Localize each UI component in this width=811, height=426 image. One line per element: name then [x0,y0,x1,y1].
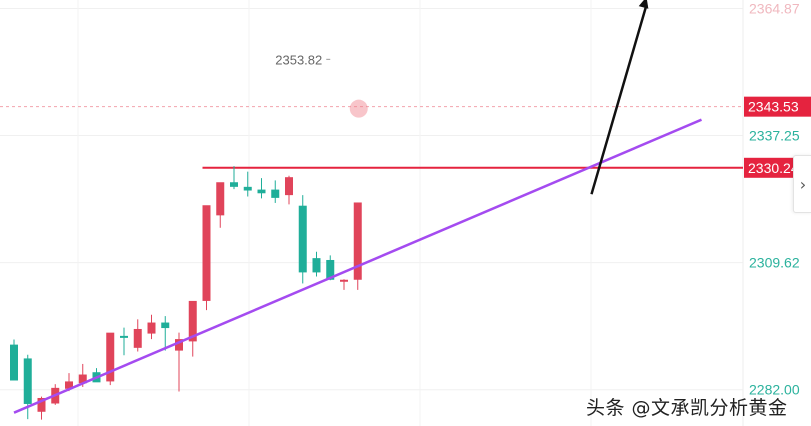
candle-body [257,189,266,194]
bearish-candle [257,178,266,199]
candle-body [312,258,321,273]
support-trendline [13,118,702,414]
candle-body [285,177,293,196]
candle-body [161,322,170,329]
axis-tick-label: 2364.87 [749,0,800,16]
drawings [13,0,702,414]
candle-body [133,328,142,348]
price-tag-bg [744,96,811,117]
candle-body [202,205,211,301]
bullish-candle [188,300,197,357]
candle-body [188,300,197,342]
bearish-candle [10,339,18,381]
candle-body [175,339,183,351]
candle-body [120,335,128,338]
candle-body [65,381,73,389]
axis-tick-label: 2337.25 [749,128,800,144]
bullish-candle [202,205,211,311]
price-tag-label: 2330.24 [748,160,799,176]
candle-body [106,332,115,382]
bearish-candle [271,180,280,203]
scroll-right-button[interactable]: › [793,155,811,213]
candle-body [78,374,87,384]
watermark-text: 头条 @文承凯分析黄金 [586,397,788,419]
bullish-candle [353,202,362,290]
candle-body [271,189,280,198]
bearish-candle [298,195,307,284]
bullish-candle [147,314,156,340]
bearish-candle [312,251,321,277]
bearish-candle [161,316,170,351]
bearish-candle [120,327,128,356]
candle-body [340,279,348,282]
bearish-candle [243,171,252,197]
bullish-candle [285,175,293,205]
bullish-candle [106,332,115,386]
candle-body [147,322,156,334]
candle-body [353,202,362,280]
bearish-candle [230,166,238,190]
bearish-candle [23,354,32,420]
chevron-right-icon: › [799,174,807,194]
axis-tick-label: 2309.62 [749,255,800,271]
candle-body [230,182,238,187]
bullish-candle [133,319,142,352]
trend-arrow-head [638,0,649,9]
candle-body [298,205,307,273]
candle-body [326,259,335,280]
price-tag: 2343.53 [744,96,811,117]
high-price-label: 2353.82 [275,52,322,67]
candle-body [37,397,46,412]
bullish-candle [340,279,348,290]
candles: 2353.82 [10,52,362,420]
candle-body [10,344,18,381]
candle-body [243,186,252,191]
hover-dot [349,99,368,118]
grid [0,0,744,426]
price-tag-label: 2343.53 [748,99,799,115]
bearish-candle [326,255,335,281]
axis-tick-label: 2282.00 [749,382,800,398]
trend-arrow-shaft [590,4,648,195]
candle-body [216,182,225,216]
bullish-candle [216,182,225,228]
candle-body [23,358,32,404]
reference-lines [0,106,743,169]
